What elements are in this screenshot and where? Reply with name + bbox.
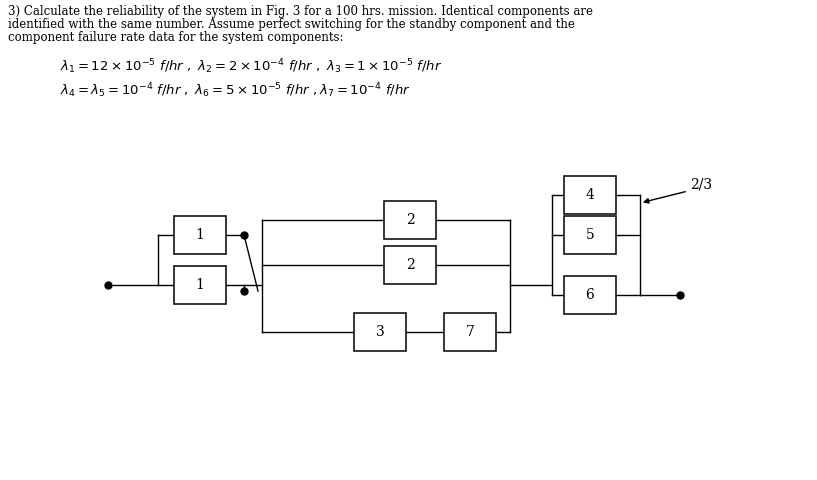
Text: 1: 1 bbox=[195, 278, 204, 292]
Text: 1: 1 bbox=[195, 228, 204, 242]
Text: 3) Calculate the reliability of the system in Fig. 3 for a 100 hrs. mission. Ide: 3) Calculate the reliability of the syst… bbox=[8, 5, 593, 18]
Bar bbox=[384, 246, 436, 284]
Text: 4: 4 bbox=[586, 188, 595, 202]
Text: 3: 3 bbox=[376, 325, 384, 339]
Bar bbox=[384, 201, 436, 239]
Bar bbox=[354, 313, 406, 351]
Bar bbox=[564, 216, 616, 254]
Text: $\lambda_4 = \lambda_5 = 10^{-4}\ f / hr\ ,\ \lambda_6 = 5\times10^{-5}\ f / hr\: $\lambda_4 = \lambda_5 = 10^{-4}\ f / hr… bbox=[60, 81, 411, 100]
Bar bbox=[444, 313, 496, 351]
Bar bbox=[174, 216, 226, 254]
Bar bbox=[564, 276, 616, 314]
Text: 2: 2 bbox=[405, 213, 414, 227]
Bar bbox=[564, 176, 616, 214]
Text: 2/3: 2/3 bbox=[690, 178, 712, 192]
Text: component failure rate data for the system components:: component failure rate data for the syst… bbox=[8, 31, 343, 44]
Text: identified with the same number. Assume perfect switching for the standby compon: identified with the same number. Assume … bbox=[8, 18, 575, 31]
Text: 6: 6 bbox=[586, 288, 595, 302]
Text: 5: 5 bbox=[586, 228, 595, 242]
Bar bbox=[174, 266, 226, 304]
Text: 2: 2 bbox=[405, 258, 414, 272]
Text: 7: 7 bbox=[466, 325, 475, 339]
Text: $\lambda_1 = 12\times10^{-5}\ f / hr\ ,\ \lambda_2 = 2\times10^{-4}\ f / hr\ ,\ : $\lambda_1 = 12\times10^{-5}\ f / hr\ ,\… bbox=[60, 57, 443, 76]
